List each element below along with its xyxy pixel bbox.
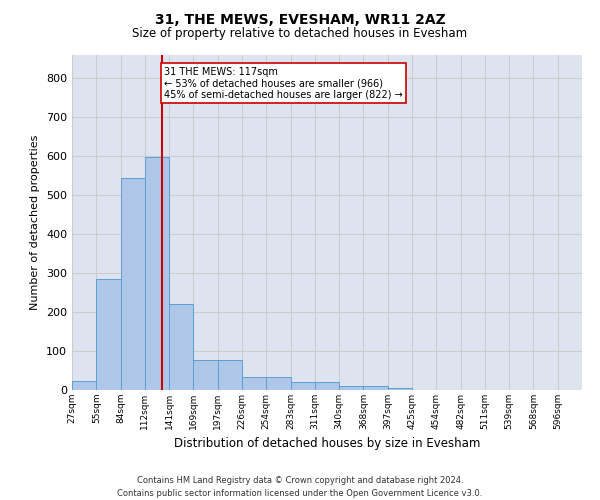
X-axis label: Distribution of detached houses by size in Evesham: Distribution of detached houses by size … bbox=[174, 438, 480, 450]
Bar bbox=[339, 386, 364, 390]
Bar bbox=[266, 377, 290, 390]
Bar bbox=[121, 178, 145, 390]
Bar bbox=[169, 304, 193, 390]
Bar bbox=[388, 388, 412, 390]
Y-axis label: Number of detached properties: Number of detached properties bbox=[31, 135, 40, 310]
Bar bbox=[96, 278, 121, 390]
Bar bbox=[145, 158, 169, 390]
Bar bbox=[242, 377, 266, 390]
Bar bbox=[193, 360, 218, 390]
Bar bbox=[72, 382, 96, 390]
Bar bbox=[218, 360, 242, 390]
Text: Size of property relative to detached houses in Evesham: Size of property relative to detached ho… bbox=[133, 28, 467, 40]
Bar bbox=[290, 382, 315, 390]
Text: 31, THE MEWS, EVESHAM, WR11 2AZ: 31, THE MEWS, EVESHAM, WR11 2AZ bbox=[155, 12, 445, 26]
Bar bbox=[364, 386, 388, 390]
Bar bbox=[315, 382, 339, 390]
Text: 31 THE MEWS: 117sqm
← 53% of detached houses are smaller (966)
45% of semi-detac: 31 THE MEWS: 117sqm ← 53% of detached ho… bbox=[164, 66, 403, 100]
Text: Contains HM Land Registry data © Crown copyright and database right 2024.
Contai: Contains HM Land Registry data © Crown c… bbox=[118, 476, 482, 498]
